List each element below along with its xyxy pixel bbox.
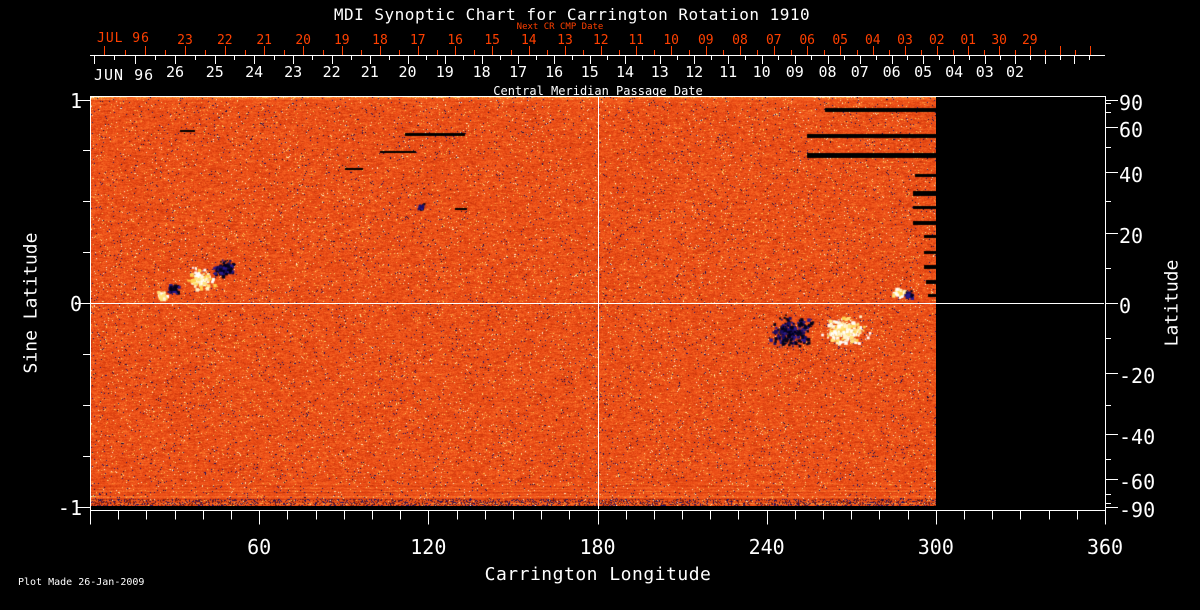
next-cr-day-label: 22 [216, 33, 233, 48]
cmp-day-label: 03 [975, 63, 994, 81]
next-cr-day-label: 16 [447, 33, 464, 48]
latitude-tick-label: 0 [1119, 294, 1132, 318]
cmp-day-label: 25 [205, 63, 224, 81]
next-cr-day-label: 23 [177, 33, 193, 48]
cmp-day-label: 11 [719, 63, 738, 81]
cmp-day-label: 02 [1005, 63, 1025, 81]
latitude-tick-label: -60 [1119, 470, 1156, 495]
next-cr-day-label: 05 [832, 33, 849, 48]
sine-latitude-tick-label: 0 [69, 292, 82, 316]
chart-title: MDI Synoptic Chart for Carrington Rotati… [333, 5, 811, 24]
left-axis-title: Sine Latitude [20, 232, 42, 374]
next-cr-day-label: 12 [592, 33, 609, 48]
latitude-tick-label: -20 [1119, 363, 1156, 388]
latitude-tick-label: 90 [1119, 90, 1144, 115]
next-cr-day-label: 13 [557, 33, 573, 48]
cmp-day-label: 20 [398, 63, 417, 81]
longitude-tick-label: 180 [579, 535, 616, 559]
cmp-day-label: 24 [245, 63, 264, 81]
next-cr-day-label: 21 [256, 33, 273, 48]
cmp-day-label: 26 [165, 63, 185, 81]
magnetogram-image [91, 97, 936, 506]
longitude-tick-label: 360 [1086, 535, 1124, 559]
cmp-day-label: 07 [850, 63, 869, 81]
next-cr-day-label: 18 [372, 33, 388, 48]
cmp-month-label: JUN 96 [94, 66, 155, 84]
longitude-tick-label: 60 [247, 535, 272, 559]
next-cr-day-label: 17 [409, 33, 426, 48]
next-cr-month-label: JUL 96 [97, 31, 150, 46]
sine-latitude-tick-label: -1 [57, 495, 82, 520]
right-axis-title: Latitude [1161, 259, 1183, 347]
latitude-tick-label: -90 [1119, 497, 1156, 522]
cmp-day-label: 16 [545, 63, 564, 81]
latitude-tick-label: 20 [1119, 224, 1144, 249]
next-cr-day-label: 04 [864, 33, 881, 48]
next-cr-day-label: 02 [928, 33, 945, 48]
cmp-day-label: 17 [509, 63, 528, 81]
next-cr-day-label: 20 [295, 33, 312, 48]
next-cr-day-label: 14 [520, 33, 537, 48]
next-cr-day-label: 09 [697, 33, 714, 48]
next-cr-day-label: 08 [732, 33, 748, 48]
next-cr-day-label: 01 [960, 33, 977, 48]
latitude-tick-label: 40 [1119, 163, 1144, 188]
longitude-tick-label: 300 [917, 535, 954, 559]
next-cr-day-label: 29 [1021, 33, 1038, 48]
cmp-day-label: 23 [284, 63, 303, 81]
cmp-day-label: 19 [435, 63, 454, 81]
next-cr-day-label: 30 [991, 33, 1008, 48]
next-cr-day-label: 07 [765, 33, 782, 48]
cmp-day-label: 06 [882, 63, 901, 81]
latitude-tick-label: -40 [1119, 424, 1156, 449]
cmp-day-label: 21 [360, 63, 379, 81]
cmp-day-label: 13 [650, 63, 669, 81]
next-cr-day-label: 03 [897, 33, 913, 48]
cmp-day-label: 08 [818, 63, 837, 81]
x-axis-title: Carrington Longitude [484, 564, 712, 585]
cmp-day-label: 12 [685, 63, 704, 81]
latitude-tick-label: 60 [1119, 117, 1144, 142]
next-cr-day-label: 11 [628, 33, 645, 48]
cmp-day-label: 09 [785, 63, 804, 81]
cmp-day-label: 10 [752, 63, 771, 81]
cmp-date-axis-title: Central Meridian Passage Date [493, 84, 703, 98]
cmp-day-label: 22 [322, 63, 341, 81]
cmp-day-label: 04 [945, 63, 964, 81]
next-cr-cmp-date-label: Next CR CMP Date [516, 22, 604, 32]
cmp-day-label: 14 [615, 63, 635, 81]
cmp-day-label: 05 [914, 63, 933, 81]
longitude-tick-label: 120 [410, 535, 447, 559]
next-cr-day-label: 06 [799, 33, 816, 48]
longitude-tick-label: 240 [748, 535, 785, 559]
next-cr-day-label: 10 [663, 33, 680, 48]
cmp-day-label: 15 [580, 63, 599, 81]
next-cr-day-label: 19 [333, 33, 350, 48]
cmp-day-label: 18 [472, 63, 491, 81]
sine-latitude-tick-label: 1 [69, 88, 82, 113]
plot-made-timestamp: Plot Made 26-Jan-2009 [18, 577, 145, 588]
next-cr-day-label: 15 [484, 33, 501, 48]
